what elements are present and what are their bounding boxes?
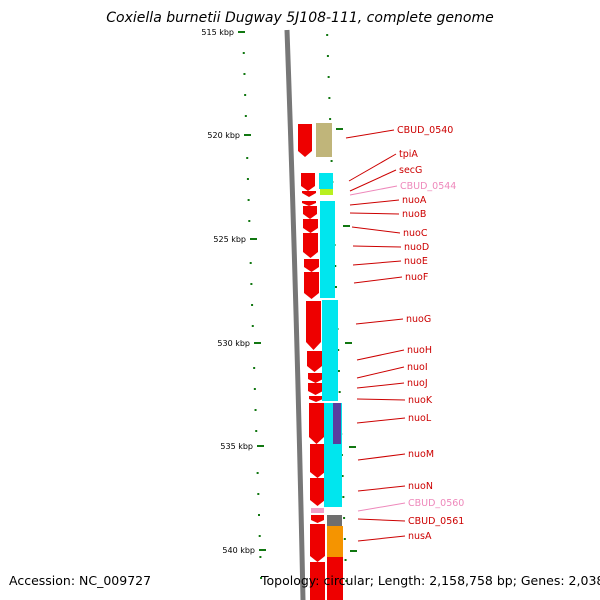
leader-line xyxy=(357,502,406,512)
leader-line xyxy=(349,212,400,215)
topology-text: Topology: circular; Length: 2,158,758 bp… xyxy=(261,573,600,588)
gene-arrow xyxy=(306,301,321,350)
leader-line xyxy=(357,485,406,492)
gene-label: nuoG xyxy=(406,314,431,325)
gene-arrow xyxy=(302,191,316,197)
gene-arrow xyxy=(310,524,325,562)
gene-arrow xyxy=(307,351,322,372)
gene-block-orange xyxy=(327,526,343,557)
gene-label: CBUD_0561 xyxy=(408,516,464,527)
scale-label: 535 kbp xyxy=(220,442,253,451)
gene-label: nuoJ xyxy=(407,378,428,389)
leader-line xyxy=(345,129,395,139)
leader-line xyxy=(356,382,405,389)
gene-label: nusA xyxy=(408,531,432,542)
scale-label: 540 kbp xyxy=(222,546,255,555)
gene-block-red xyxy=(327,557,343,600)
gene-arrow xyxy=(301,173,315,191)
gene-block-cyan xyxy=(320,201,335,298)
leader-line xyxy=(352,260,402,266)
gene-label: nuoK xyxy=(408,395,433,406)
gene-arrow xyxy=(298,124,312,157)
gene-label: nuoE xyxy=(404,256,428,267)
scale-label: 530 kbp xyxy=(217,339,250,348)
gene-arrow xyxy=(310,478,325,506)
leader-line xyxy=(357,535,406,542)
gene-block-lime xyxy=(320,189,333,195)
gene-block-gray xyxy=(327,515,342,526)
gene-arrow xyxy=(303,233,318,258)
leader-line xyxy=(349,169,397,192)
features xyxy=(298,123,343,600)
gene-arrow-pink xyxy=(311,508,324,513)
gene-arrow xyxy=(309,403,324,444)
gene-arrow xyxy=(308,373,323,383)
gene-labels: CBUD_0540 tpiA secG CBUD_0544 nuoA nuoB nuoC nu… xyxy=(345,125,464,542)
gene-label: CBUD_0560 xyxy=(408,498,464,509)
gene-block-purple xyxy=(333,403,341,444)
gene-label: nuoB xyxy=(402,209,426,220)
gene-label: CBUD_0540 xyxy=(397,125,453,136)
gene-label: nuoM xyxy=(408,449,434,460)
gene-arrow xyxy=(309,396,323,402)
gene-label: nuoD xyxy=(404,242,429,253)
gene-label: CBUD_0544 xyxy=(400,181,456,192)
leader-line xyxy=(353,276,403,284)
leader-line xyxy=(355,318,404,325)
leader-line xyxy=(356,349,405,361)
gene-label: nuoL xyxy=(408,413,432,424)
leader-line xyxy=(357,518,406,522)
gene-label: secG xyxy=(399,165,422,176)
gene-arrow xyxy=(303,206,317,219)
gene-arrow xyxy=(310,562,325,600)
leader-line xyxy=(356,398,406,401)
gene-label: nuoI xyxy=(407,362,428,373)
gene-arrow xyxy=(304,272,319,299)
scale-label: 515 kbp xyxy=(201,28,234,37)
leader-line xyxy=(357,453,406,461)
gene-arrow xyxy=(308,383,323,395)
leader-line xyxy=(348,153,397,182)
leader-line xyxy=(356,417,406,424)
backbone xyxy=(284,29,306,600)
gene-label: nuoH xyxy=(407,345,432,356)
gene-arrow xyxy=(310,444,325,478)
gene-block-khaki xyxy=(316,123,332,157)
leader-line xyxy=(352,245,402,248)
gene-label: tpiA xyxy=(399,149,418,160)
leader-line xyxy=(349,199,400,206)
scale-ticks: 515 kbp 520 kbp 525 kbp 530 kbp 535 kbp 540 k… xyxy=(201,28,357,582)
gene-label: nuoN xyxy=(408,481,433,492)
gene-label: nuoC xyxy=(403,228,428,239)
gene-arrow xyxy=(303,219,318,233)
gene-arrow xyxy=(311,515,324,523)
genome-backbone-arc xyxy=(284,29,306,600)
gene-label: nuoA xyxy=(402,195,427,206)
leader-line xyxy=(356,366,405,379)
accession-text: Accession: NC_009727 xyxy=(9,573,152,588)
map-title: Coxiella burnetii Dugway 5J108-111, comp… xyxy=(106,10,493,26)
gene-arrow xyxy=(304,259,319,272)
gene-label: nuoF xyxy=(405,272,428,283)
gene-block-cyan xyxy=(322,300,338,401)
gene-arrow xyxy=(302,201,316,206)
gene-block-cyan xyxy=(319,173,333,189)
scale-label: 525 kbp xyxy=(213,235,246,244)
scale-label: 520 kbp xyxy=(207,131,240,140)
leader-line xyxy=(351,226,401,234)
leader-line xyxy=(349,185,398,196)
